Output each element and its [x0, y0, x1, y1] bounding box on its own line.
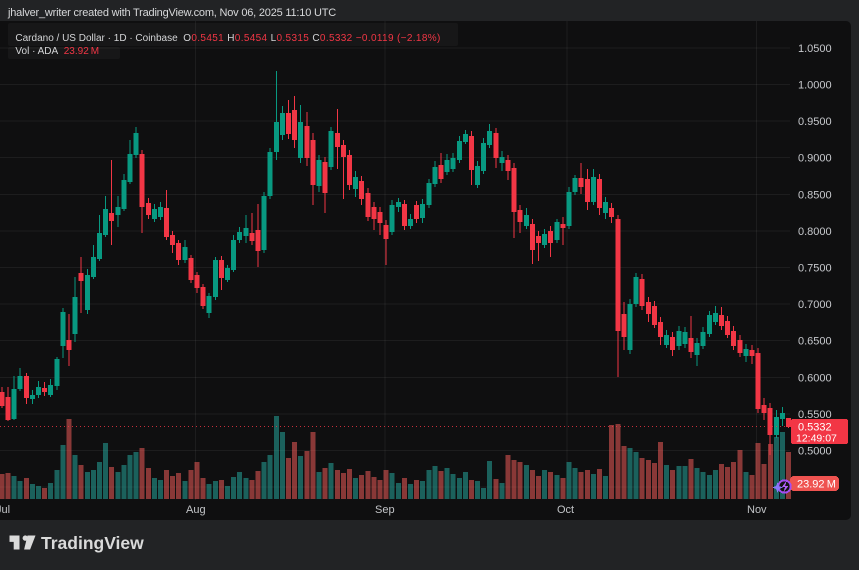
svg-text:0.6500: 0.6500: [798, 336, 832, 348]
svg-text:0.5000: 0.5000: [798, 446, 832, 458]
svg-text:12:49:07: 12:49:07: [796, 433, 837, 445]
svg-text:0.5500: 0.5500: [798, 409, 832, 421]
svg-text:Jul: Jul: [0, 504, 10, 516]
svg-text:0.6000: 0.6000: [798, 372, 832, 384]
svg-text:0.8000: 0.8000: [798, 226, 832, 238]
svg-text:0.9500: 0.9500: [798, 116, 832, 128]
svg-text:Aug: Aug: [186, 504, 206, 516]
svg-text:1.0000: 1.0000: [798, 80, 832, 92]
svg-text:Oct: Oct: [557, 504, 574, 516]
svg-text:0.7500: 0.7500: [798, 263, 832, 275]
svg-text:23.92 M: 23.92 M: [797, 479, 836, 491]
svg-text:0.7000: 0.7000: [798, 299, 832, 311]
svg-text:0.8500: 0.8500: [798, 189, 832, 201]
svg-text:0.9000: 0.9000: [798, 153, 832, 165]
svg-text:Sep: Sep: [375, 504, 395, 516]
svg-text:0.5332: 0.5332: [798, 422, 832, 434]
svg-text:Nov: Nov: [747, 504, 767, 516]
svg-text:1.0500: 1.0500: [798, 43, 832, 55]
